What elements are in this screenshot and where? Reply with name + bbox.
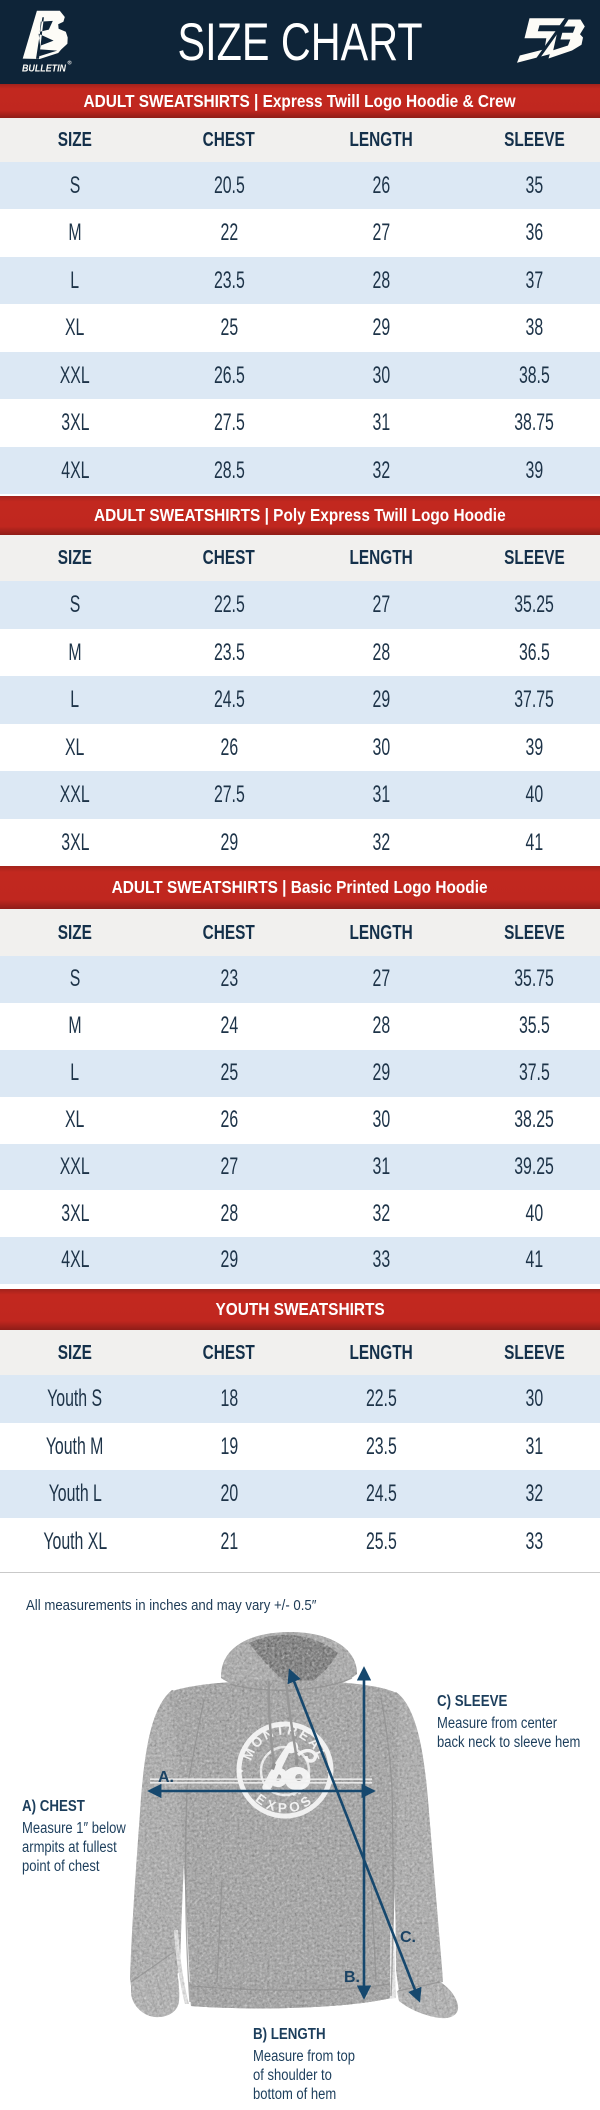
svg-text:B.: B. (344, 1969, 360, 1986)
svg-text:A.: A. (158, 1769, 174, 1786)
svg-text:C.: C. (400, 1929, 416, 1946)
svg-text:BULLETIN: BULLETIN (22, 64, 67, 75)
svg-text:®: ® (68, 60, 72, 67)
